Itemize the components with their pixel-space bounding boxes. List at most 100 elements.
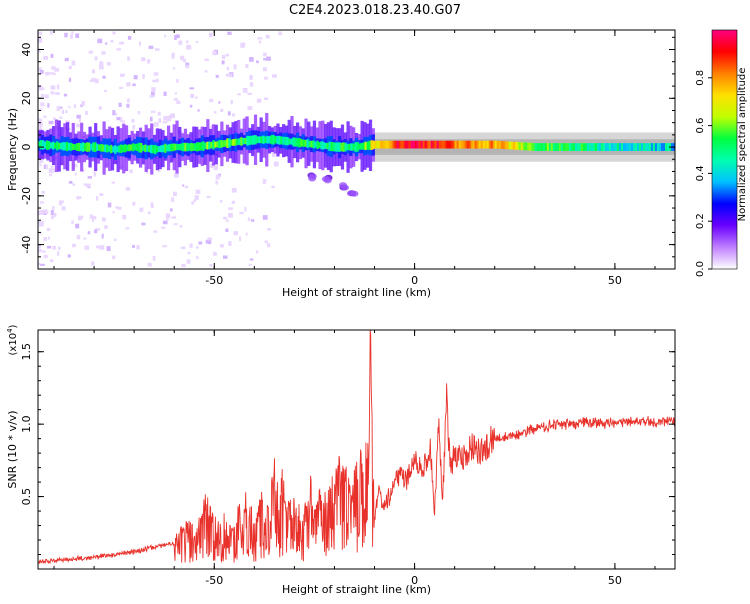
speckle-cell bbox=[125, 187, 131, 191]
speckle-cell bbox=[154, 48, 160, 51]
speckle-cell bbox=[76, 114, 81, 119]
speckle-cell bbox=[207, 239, 212, 245]
ridge-cell bbox=[470, 140, 473, 149]
ridge-cell bbox=[40, 140, 43, 150]
ridge-cell bbox=[72, 143, 75, 151]
ridge-cell bbox=[412, 140, 415, 149]
speckle-cell bbox=[80, 215, 84, 219]
ridge-cell bbox=[540, 143, 544, 151]
ridge-cell bbox=[538, 143, 542, 151]
ridge-cell bbox=[650, 143, 654, 151]
ridge-cell bbox=[642, 143, 646, 151]
ridge-cell bbox=[476, 140, 479, 149]
speckle-cell bbox=[40, 102, 45, 107]
speckle-cell bbox=[85, 110, 88, 116]
speckle-cell bbox=[210, 125, 213, 129]
speckle-cell bbox=[50, 210, 54, 215]
ridge-cell bbox=[604, 143, 608, 151]
ridge-cell bbox=[178, 143, 181, 151]
ridge-cell bbox=[368, 140, 371, 150]
ridge-cell bbox=[522, 142, 526, 151]
speckle-cell bbox=[40, 87, 45, 90]
ridge-cell bbox=[204, 142, 207, 150]
speckle-cell bbox=[267, 243, 271, 248]
ridge-cell bbox=[432, 140, 435, 149]
speckle-cell bbox=[41, 190, 45, 194]
speckle-cell bbox=[67, 254, 71, 258]
speckle-cell bbox=[88, 50, 93, 54]
speckle-cell bbox=[112, 211, 115, 214]
ridge-cell bbox=[336, 142, 339, 152]
x-tick-label: 0 bbox=[411, 574, 418, 587]
speckle-cell bbox=[245, 232, 248, 236]
y-axis-label: SNR (10 * v/v) bbox=[6, 410, 19, 488]
speckle-cell bbox=[102, 75, 106, 79]
ridge-cell bbox=[298, 137, 301, 148]
speckle-cell bbox=[153, 72, 159, 76]
ridge-cell bbox=[584, 143, 588, 151]
speckle-cell bbox=[249, 82, 254, 87]
ridge-cell bbox=[444, 140, 447, 149]
speckle-cell bbox=[265, 34, 270, 39]
ridge-cell bbox=[664, 143, 668, 151]
ridge-cell bbox=[312, 140, 315, 149]
speckle-cell bbox=[250, 219, 255, 222]
speckle-cell bbox=[264, 76, 268, 80]
ridge-cell bbox=[280, 136, 283, 145]
speckle-cell bbox=[49, 259, 54, 263]
speckle-cell bbox=[179, 225, 183, 228]
ridge-cell bbox=[110, 144, 113, 154]
ridge-cell bbox=[614, 143, 618, 151]
speckle-cell bbox=[262, 67, 267, 72]
ridge-cell bbox=[96, 143, 99, 151]
ridge-cell bbox=[436, 140, 439, 149]
ridge-cell bbox=[188, 143, 191, 151]
ridge-cell bbox=[488, 140, 492, 149]
ridge-cell bbox=[288, 138, 291, 145]
ridge-cell bbox=[410, 140, 413, 149]
ridge-cell bbox=[354, 142, 357, 152]
speckle-cell bbox=[171, 216, 177, 219]
ridge-cell bbox=[532, 143, 536, 151]
speckle-cell bbox=[75, 33, 80, 39]
speckle-cell bbox=[195, 96, 198, 100]
ridge-cell bbox=[402, 140, 405, 149]
ridge-cell bbox=[268, 136, 271, 144]
speckle-cell bbox=[72, 183, 76, 186]
ridge-cell bbox=[88, 142, 91, 152]
speckle-cell bbox=[56, 84, 60, 90]
speckle-cell bbox=[173, 98, 179, 101]
speckle-cell bbox=[223, 216, 227, 220]
speckle-cell bbox=[76, 234, 81, 240]
speckle-cell bbox=[99, 61, 104, 67]
colorbar-tick-label: 0.2 bbox=[695, 213, 706, 229]
speckle-cell bbox=[97, 38, 103, 44]
speckle-cell bbox=[206, 195, 211, 199]
speckle-cell bbox=[50, 85, 56, 90]
speckle-cell bbox=[71, 31, 74, 35]
speckle-cell bbox=[228, 213, 233, 218]
ridge-cell bbox=[458, 140, 461, 149]
speckle-cell bbox=[52, 245, 57, 250]
ridge-cell bbox=[306, 139, 309, 149]
speckle-cell bbox=[40, 263, 45, 266]
y-tick-label: 1.0 bbox=[20, 415, 33, 433]
ridge-cell bbox=[108, 145, 111, 152]
ridge-cell bbox=[420, 140, 423, 149]
x-axis-label: Height of straight line (km) bbox=[282, 583, 431, 596]
ridge-cell bbox=[626, 143, 630, 151]
ridge-cell bbox=[318, 142, 321, 149]
ridge-cell bbox=[172, 143, 175, 152]
ridge-cell bbox=[542, 143, 546, 151]
speckle-cell bbox=[151, 91, 155, 97]
ridge-cell bbox=[222, 140, 225, 148]
speckle-cell bbox=[132, 201, 136, 206]
speckle-cell bbox=[46, 227, 51, 232]
speckle-cell bbox=[257, 37, 263, 40]
ridge-cell bbox=[174, 143, 177, 151]
speckle-cell bbox=[111, 181, 116, 184]
ridge-cell bbox=[58, 142, 61, 150]
snr-panel: -50 0 50 0.5 1.0 1.5 Height of straight line (… bbox=[6, 324, 676, 596]
colorbar-gradient bbox=[711, 29, 738, 270]
ridge-cell bbox=[66, 141, 69, 152]
